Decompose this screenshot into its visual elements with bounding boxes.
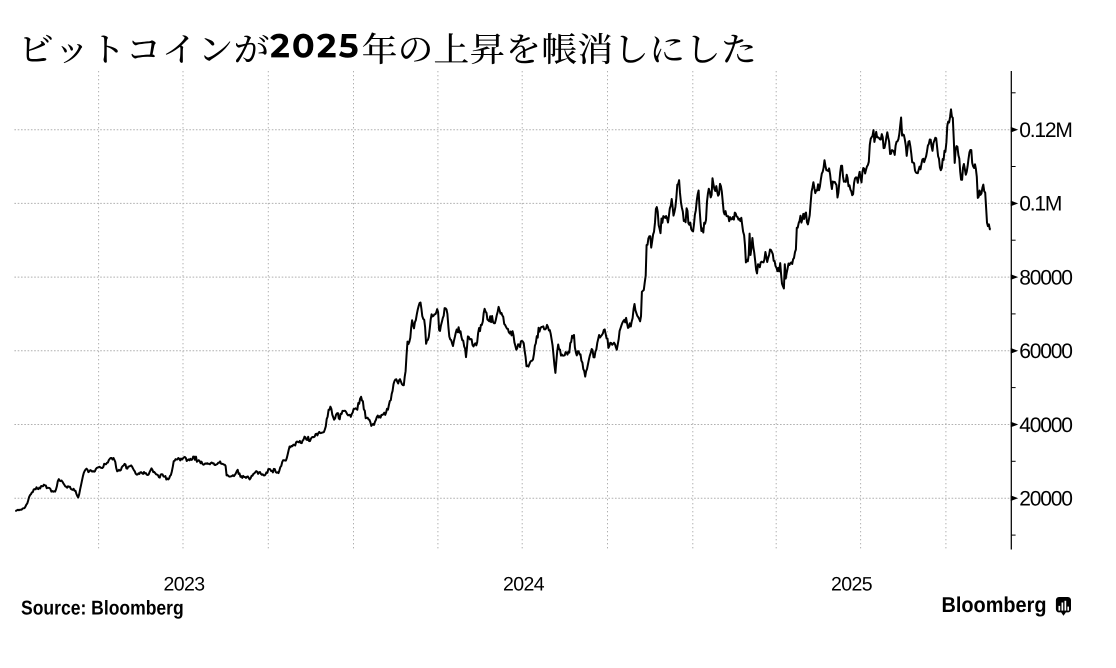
svg-text:2023: 2023 (164, 574, 205, 596)
svg-text:80000: 80000 (1019, 266, 1072, 289)
svg-text:40000: 40000 (1019, 414, 1072, 437)
svg-text:0.1M: 0.1M (1019, 193, 1061, 216)
svg-text:2025: 2025 (831, 574, 873, 596)
svg-text:20000: 20000 (1019, 488, 1072, 511)
svg-text:0.12M: 0.12M (1019, 119, 1071, 142)
svg-text:2024: 2024 (503, 574, 545, 596)
svg-text:60000: 60000 (1019, 340, 1072, 363)
svg-text:Bloomberg: Bloomberg (942, 593, 1047, 617)
svg-text:Source: Bloomberg: Source: Bloomberg (21, 597, 184, 619)
